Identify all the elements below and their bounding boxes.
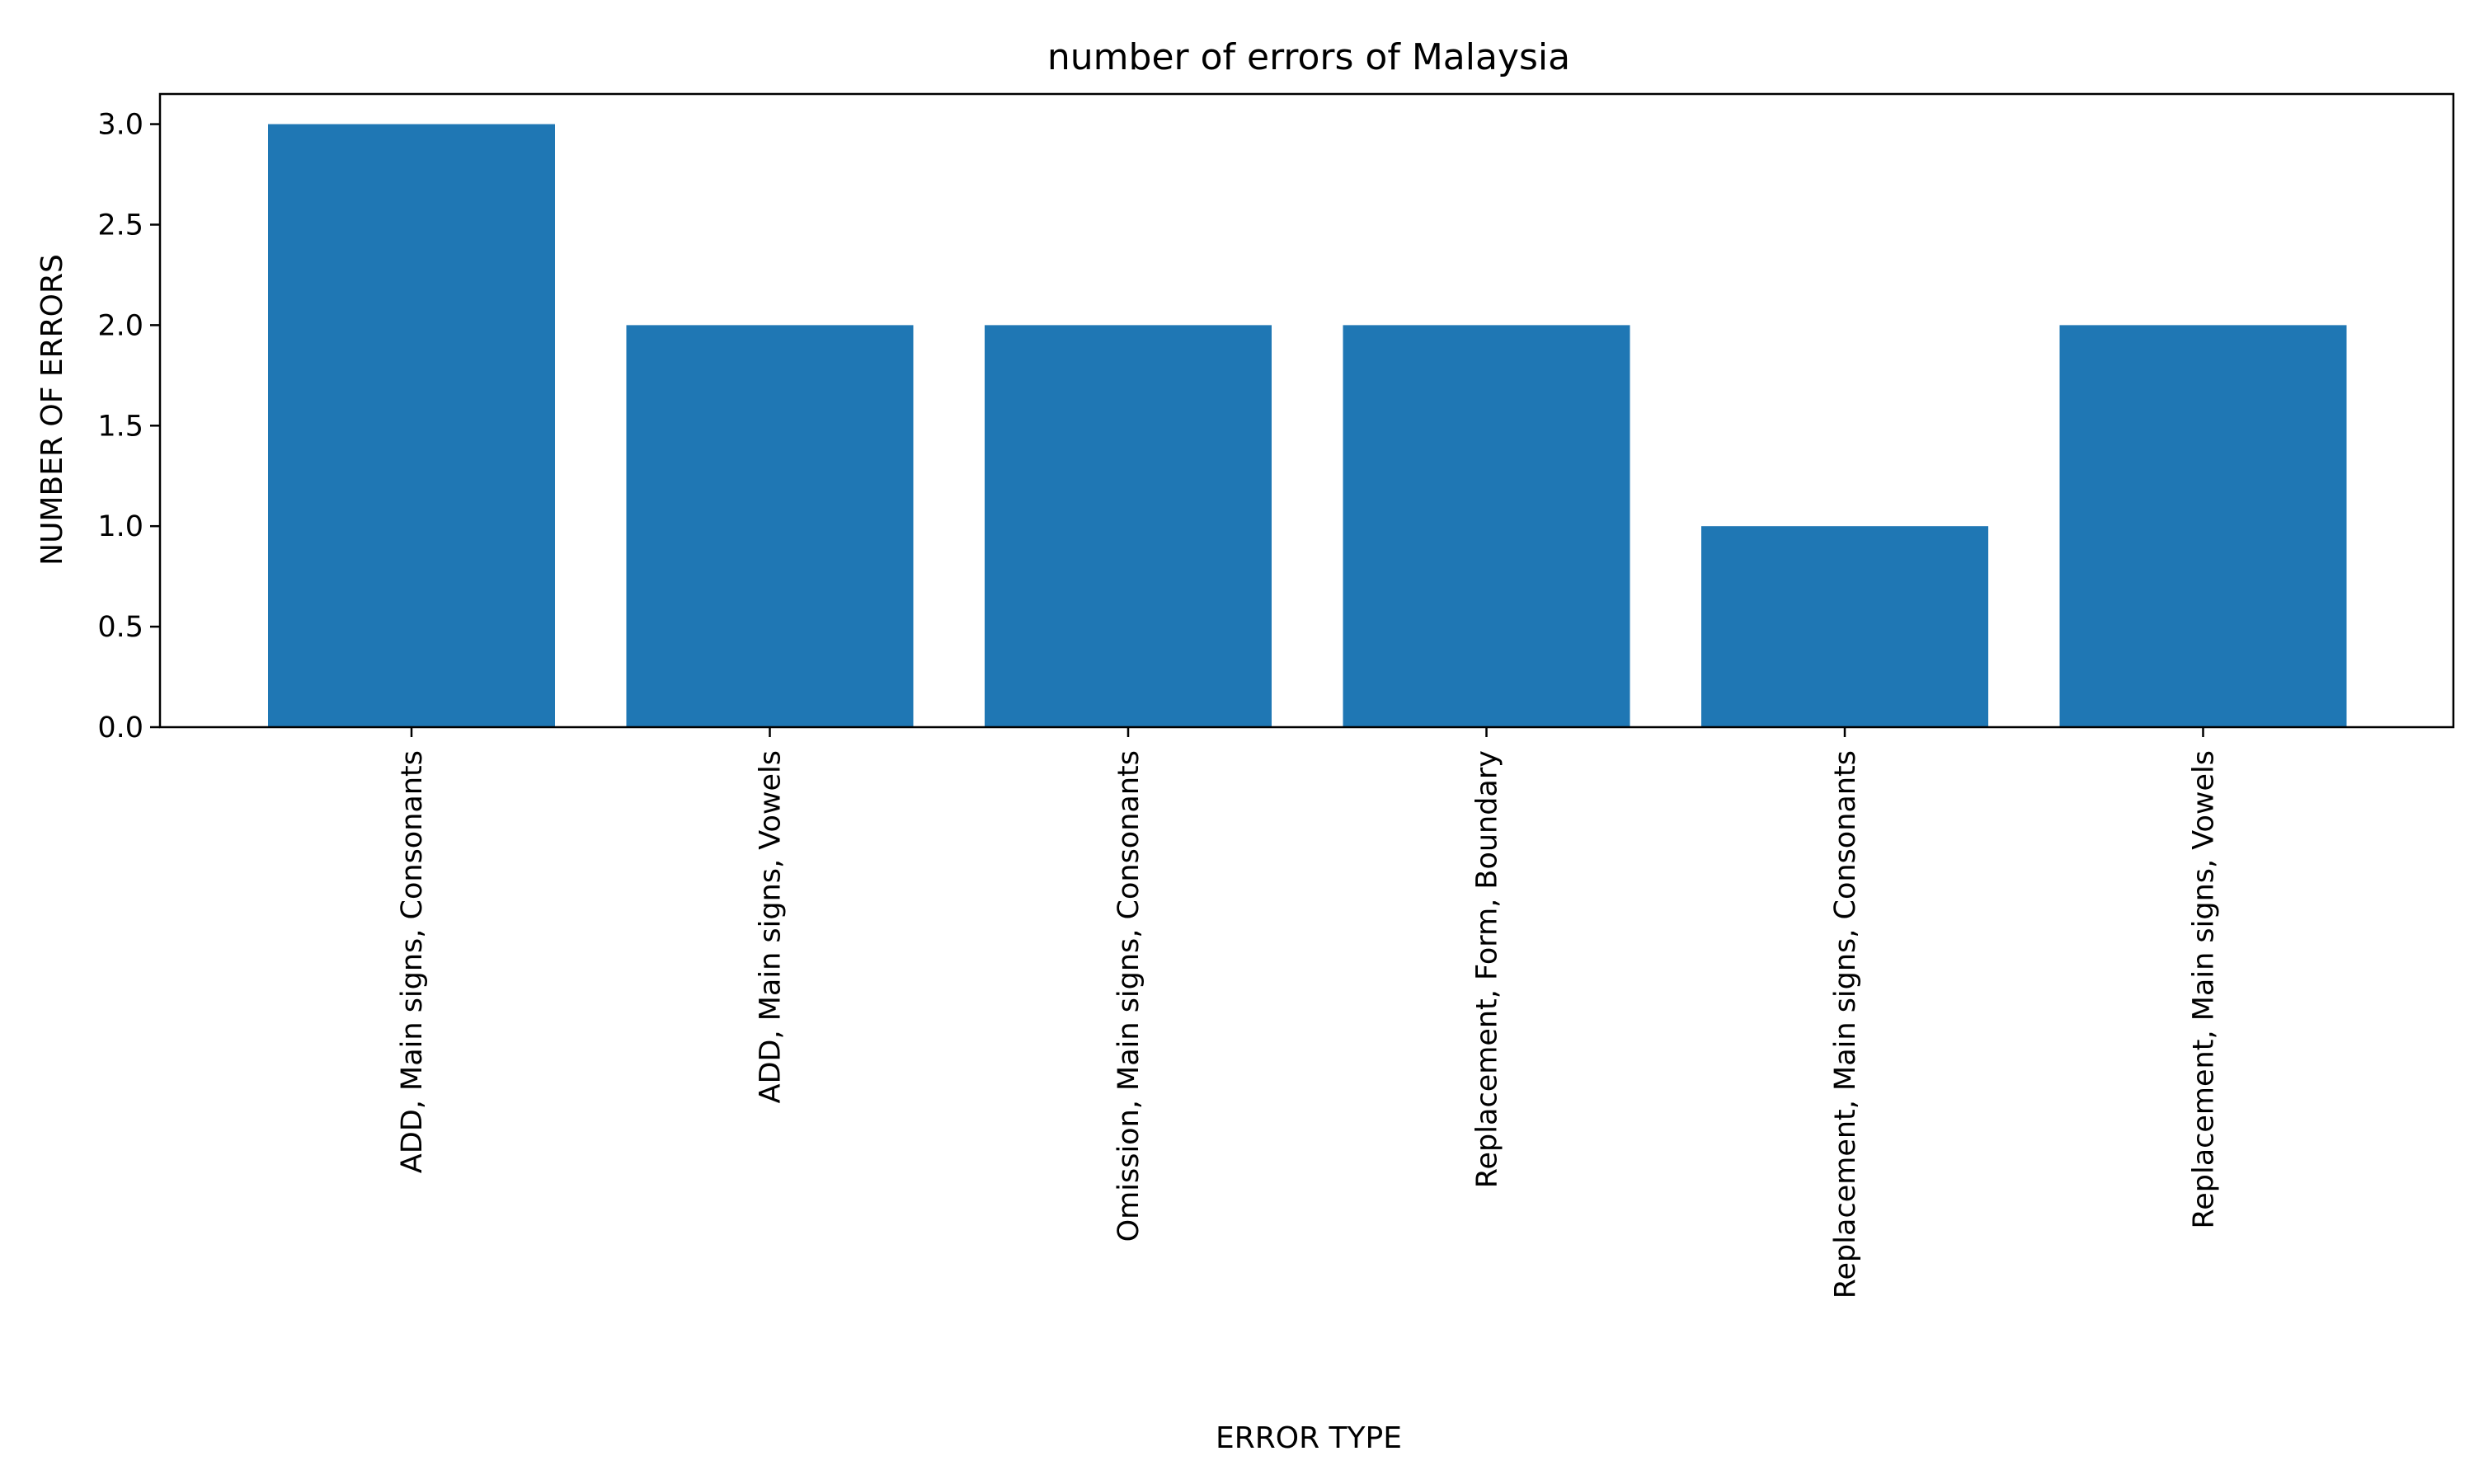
axes-frame — [158, 92, 2455, 729]
x-tick-label-5: Replacement, Main signs, Consonants — [1829, 750, 1862, 1298]
y-tick-label-4: 2.0 — [97, 309, 143, 342]
y-axis-label: NUMBER OF ERRORS — [35, 254, 69, 566]
plot-area: 0.0 0.5 1.0 1.5 2.0 2.5 3.0 ADD, Main signs, Co… — [97, 92, 2455, 1298]
x-tick-label-2: ADD, Main signs, Vowels — [755, 750, 788, 1103]
y-tick-label-3: 1.5 — [97, 410, 143, 443]
bar-4 — [1343, 325, 1630, 727]
x-tick-label-1: ADD, Main signs, Consonants — [396, 750, 429, 1173]
x-tick-label-4: Replacement, Form, Boundary — [1471, 750, 1504, 1188]
x-tick-label-6: Replacement, Main signs, Vowels — [2188, 750, 2221, 1229]
bar-2 — [626, 325, 914, 727]
y-tick-label-5: 2.5 — [97, 209, 143, 242]
y-tick-label-2: 1.0 — [97, 510, 143, 543]
bar-3 — [985, 325, 1272, 727]
y-tick-label-6: 3.0 — [97, 109, 143, 142]
chart-title: number of errors of Malaysia — [1047, 36, 1570, 78]
x-tick-label-3: Omission, Main signs, Consonants — [1112, 750, 1145, 1242]
y-tick-label-0: 0.0 — [97, 711, 143, 744]
y-tick-label-1: 0.5 — [97, 611, 143, 644]
bar-6 — [2059, 325, 2347, 727]
bar-1 — [268, 124, 555, 728]
bar-5 — [1701, 526, 1988, 727]
x-axis-label: ERROR TYPE — [1216, 1421, 1402, 1455]
